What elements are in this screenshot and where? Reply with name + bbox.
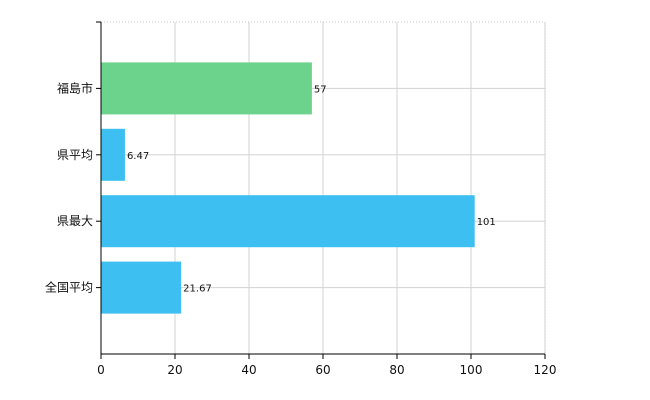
bar <box>101 195 475 248</box>
bars <box>101 62 475 314</box>
bar <box>101 62 312 115</box>
data-label: 21.67 <box>183 284 212 295</box>
data-label: 6.47 <box>127 151 149 162</box>
x-tick-label: 80 <box>389 363 404 377</box>
y-tick-label: 県最大 <box>57 214 93 228</box>
x-tick-label: 100 <box>460 363 483 377</box>
bar <box>101 261 182 314</box>
y-tick-label: 福島市 <box>57 80 93 95</box>
axes <box>96 21 546 359</box>
y-tick-label: 全国平均 <box>45 280 93 295</box>
x-tick-label: 20 <box>167 363 182 377</box>
data-label: 57 <box>314 84 327 95</box>
y-tick-label: 県平均 <box>57 148 93 162</box>
bar <box>101 128 125 181</box>
x-tick-label: 60 <box>315 363 330 377</box>
x-tick-label: 0 <box>97 363 105 377</box>
x-tick-label: 120 <box>534 363 557 377</box>
x-tick-label: 40 <box>241 363 256 377</box>
data-label: 101 <box>477 217 496 228</box>
